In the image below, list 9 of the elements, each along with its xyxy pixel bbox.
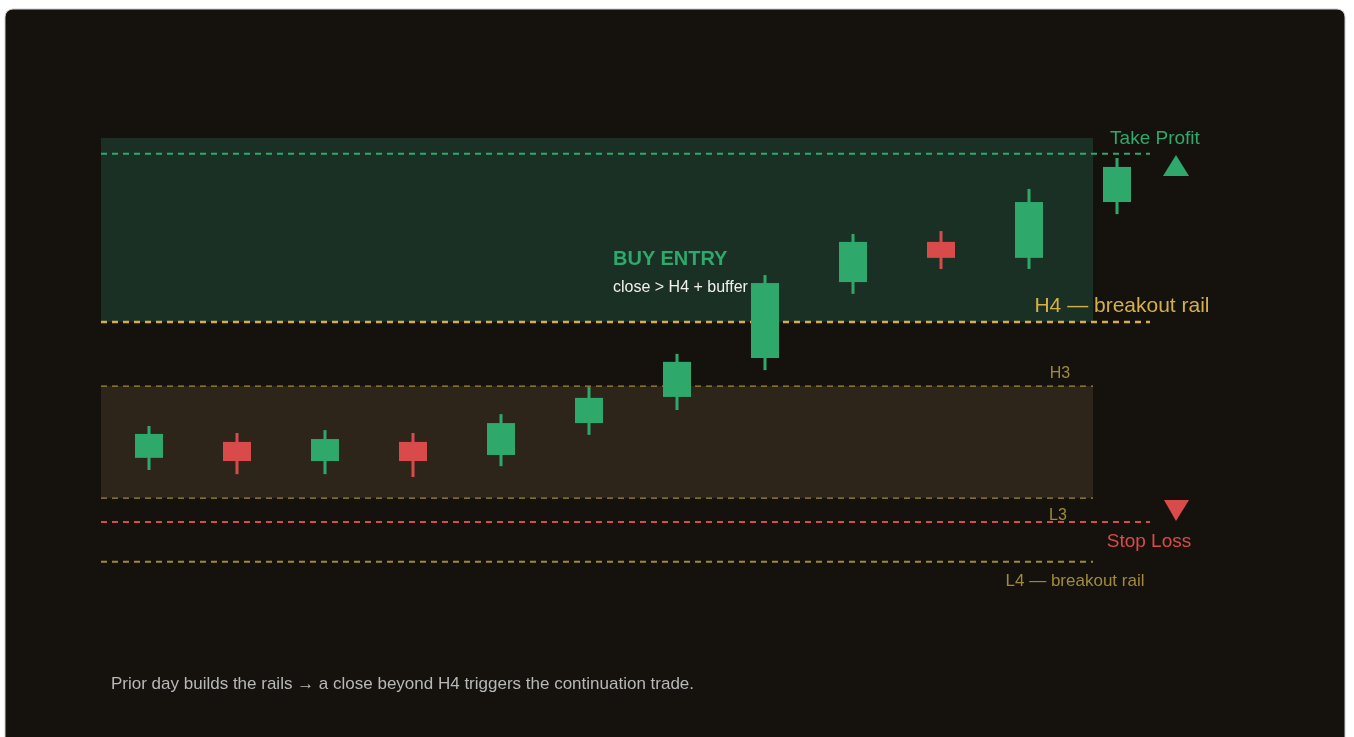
- annotation: BUY ENTRY: [613, 247, 729, 269]
- ref-line-label: L3: [1049, 506, 1067, 524]
- ref-line-label: Take Profit: [1110, 126, 1201, 148]
- ref-line-label: L4 — breakout rail: [1005, 570, 1145, 590]
- ref-line-label: H4 — breakout rail: [1034, 292, 1210, 316]
- ref-line-label: H3: [1049, 364, 1071, 382]
- annotation: close > H4 + buffer: [613, 278, 749, 295]
- text: Prior day builds the rails → a close beyond H4 triggers the continuation trade.: [111, 674, 695, 693]
- legend-label: Stop Loss: [1106, 529, 1192, 551]
